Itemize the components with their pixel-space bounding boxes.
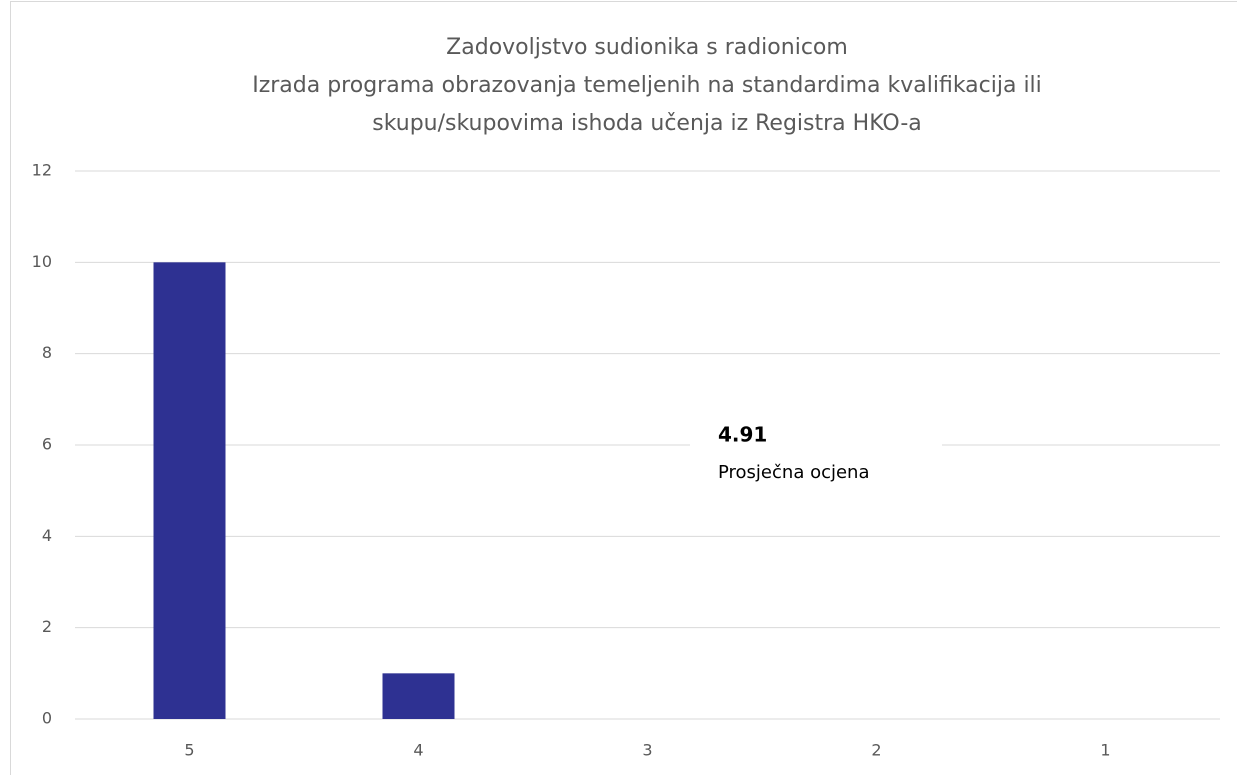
annotation-label: Prosječna ocjena bbox=[718, 462, 870, 483]
x-tick-label: 3 bbox=[642, 741, 652, 760]
y-tick-label: 4 bbox=[42, 526, 52, 545]
x-tick-label: 2 bbox=[871, 741, 881, 760]
y-tick-label: 12 bbox=[32, 161, 52, 180]
x-tick-label: 1 bbox=[1100, 741, 1110, 760]
annotation-box bbox=[690, 418, 942, 494]
bar bbox=[153, 262, 226, 719]
x-tick-label: 4 bbox=[413, 741, 423, 760]
y-tick-label: 0 bbox=[42, 709, 52, 728]
y-tick-label: 2 bbox=[42, 617, 52, 636]
chart-title: Izrada programa obrazovanja temeljenih n… bbox=[252, 73, 1042, 98]
chart-title: Zadovoljstvo sudionika s radionicom bbox=[446, 35, 848, 60]
annotation-value: 4.91 bbox=[718, 423, 767, 447]
y-tick-label: 6 bbox=[42, 435, 52, 454]
bar bbox=[382, 673, 455, 719]
x-tick-label: 5 bbox=[184, 741, 194, 760]
chart-title: skupu/skupovima ishoda učenja iz Registr… bbox=[372, 111, 922, 136]
y-tick-label: 8 bbox=[42, 343, 52, 362]
y-tick-label: 10 bbox=[32, 252, 52, 271]
